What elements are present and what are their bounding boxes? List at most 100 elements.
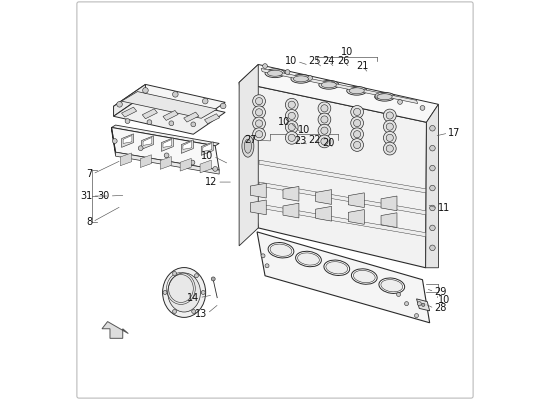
Polygon shape <box>201 142 213 155</box>
Polygon shape <box>316 206 332 221</box>
Text: 7: 7 <box>86 169 92 179</box>
Polygon shape <box>143 138 152 145</box>
Ellipse shape <box>377 94 392 100</box>
Circle shape <box>354 120 361 127</box>
Text: 21: 21 <box>356 62 369 72</box>
Text: 17: 17 <box>448 128 461 138</box>
Ellipse shape <box>163 268 206 317</box>
Ellipse shape <box>270 244 292 256</box>
Ellipse shape <box>319 80 339 89</box>
Circle shape <box>255 98 263 105</box>
Circle shape <box>211 277 215 281</box>
Circle shape <box>398 100 403 104</box>
Ellipse shape <box>379 278 405 294</box>
Circle shape <box>383 120 396 133</box>
Circle shape <box>255 131 263 138</box>
Ellipse shape <box>381 280 403 292</box>
Text: 30: 30 <box>97 191 109 201</box>
Circle shape <box>430 145 435 151</box>
Polygon shape <box>381 213 397 228</box>
Polygon shape <box>200 160 211 173</box>
Polygon shape <box>161 138 173 151</box>
Circle shape <box>191 122 196 127</box>
Circle shape <box>321 105 328 112</box>
Polygon shape <box>122 134 134 147</box>
Text: 28: 28 <box>434 304 447 314</box>
Polygon shape <box>140 155 151 168</box>
Ellipse shape <box>298 253 320 265</box>
Polygon shape <box>160 156 172 169</box>
Circle shape <box>321 116 328 123</box>
Circle shape <box>430 185 435 191</box>
Circle shape <box>164 153 169 158</box>
Circle shape <box>354 108 361 116</box>
Polygon shape <box>113 84 145 116</box>
Text: 20: 20 <box>323 138 335 148</box>
Polygon shape <box>141 136 153 149</box>
Ellipse shape <box>295 251 321 267</box>
Circle shape <box>430 165 435 171</box>
Text: 11: 11 <box>438 203 450 213</box>
Circle shape <box>307 76 312 80</box>
Polygon shape <box>316 190 332 204</box>
Circle shape <box>383 132 396 144</box>
Ellipse shape <box>293 76 309 82</box>
Circle shape <box>386 145 393 152</box>
Circle shape <box>285 70 290 74</box>
Text: 14: 14 <box>187 293 199 303</box>
Circle shape <box>163 290 167 294</box>
Circle shape <box>202 98 208 104</box>
Circle shape <box>285 121 298 134</box>
Text: 27: 27 <box>245 135 257 145</box>
Ellipse shape <box>324 260 350 276</box>
Polygon shape <box>116 152 219 174</box>
Ellipse shape <box>351 269 377 284</box>
Polygon shape <box>184 112 199 122</box>
Circle shape <box>353 88 358 92</box>
Ellipse shape <box>242 135 254 157</box>
Circle shape <box>318 102 331 115</box>
Circle shape <box>288 112 295 120</box>
Polygon shape <box>102 322 128 338</box>
Circle shape <box>330 82 335 86</box>
Polygon shape <box>381 196 397 211</box>
Circle shape <box>351 139 364 151</box>
Circle shape <box>265 264 269 268</box>
Polygon shape <box>348 210 364 224</box>
Ellipse shape <box>168 273 200 312</box>
Ellipse shape <box>375 92 394 101</box>
Circle shape <box>420 106 425 110</box>
Text: 25: 25 <box>309 56 321 66</box>
Circle shape <box>288 134 295 142</box>
Polygon shape <box>261 68 417 104</box>
Circle shape <box>117 102 122 107</box>
Circle shape <box>318 113 331 126</box>
Circle shape <box>173 272 177 276</box>
Polygon shape <box>183 142 192 149</box>
Circle shape <box>383 142 396 155</box>
Circle shape <box>261 254 265 258</box>
Circle shape <box>417 302 421 306</box>
Text: 10: 10 <box>298 125 310 135</box>
Circle shape <box>321 138 328 145</box>
Text: 10: 10 <box>201 151 213 161</box>
Text: 22: 22 <box>309 135 321 145</box>
Text: 8: 8 <box>86 217 92 227</box>
Ellipse shape <box>346 86 367 95</box>
Polygon shape <box>120 153 131 166</box>
Circle shape <box>288 124 295 131</box>
Circle shape <box>321 127 328 134</box>
Circle shape <box>430 205 435 211</box>
Text: 29: 29 <box>434 287 447 297</box>
Polygon shape <box>142 109 157 119</box>
Circle shape <box>430 245 435 251</box>
Text: 31: 31 <box>80 191 92 201</box>
Polygon shape <box>239 64 258 246</box>
Circle shape <box>430 126 435 131</box>
Circle shape <box>430 225 435 231</box>
Polygon shape <box>348 193 364 208</box>
Polygon shape <box>182 140 193 153</box>
Circle shape <box>112 139 117 143</box>
Polygon shape <box>112 128 219 170</box>
Polygon shape <box>203 143 212 151</box>
